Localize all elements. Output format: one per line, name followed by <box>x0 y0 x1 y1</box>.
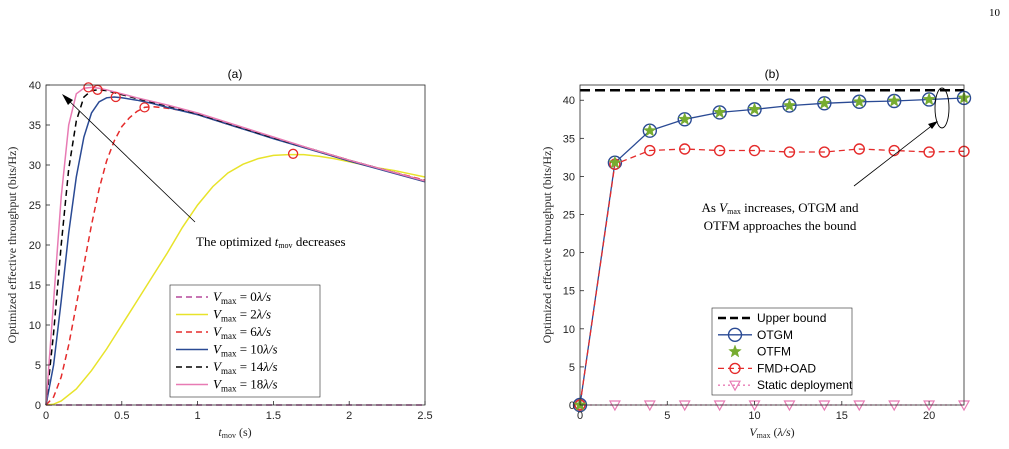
chart-b: (b) 0 5 10 15 20 0 5 10 15 20 25 30 35 40 Optimized e… <box>540 67 972 440</box>
chart-a-annotation: The optimized tmov decreases <box>196 234 346 250</box>
chart-a-optimum-marker <box>110 91 121 103</box>
chart-b-ytick-label: 30 <box>563 171 575 183</box>
chart-a-xtick-label: 0.5 <box>114 410 129 422</box>
chart-b-ytick-label: 20 <box>563 248 575 260</box>
chart-a-series-line-4 <box>45 89 426 406</box>
chart-a-ytick-label: 25 <box>29 200 41 212</box>
chart-b-marker-otfm <box>852 94 867 108</box>
chart-b-legend-label: OTFM <box>757 345 791 359</box>
chart-b-marker-static-deployment <box>713 400 726 412</box>
chart-b-marker-fmd-oad <box>713 144 726 157</box>
chart-b-marker-static-deployment <box>783 400 796 412</box>
chart-b-ylabel: Optimized effective throughput (bits/Hz) <box>540 147 554 344</box>
chart-b-ytick-label: 5 <box>569 362 575 374</box>
chart-a-ytick-label: 5 <box>35 360 41 372</box>
chart-b-annotation-arrow <box>853 123 935 187</box>
chart-b-marker-static-deployment <box>678 400 691 412</box>
chart-a-xtick-label: 1 <box>195 410 201 422</box>
chart-a-annotation-arrowhead <box>62 94 73 105</box>
chart-b-marker-static-deployment <box>853 400 866 412</box>
chart-b-marker-otfm <box>782 98 797 112</box>
chart-b-marker-otfm <box>642 123 657 137</box>
chart-a-series-line-3 <box>45 96 426 406</box>
chart-b-marker-fmd-oad <box>644 144 656 157</box>
chart-a-legend-label: Vmax = 2λ/s <box>213 307 271 324</box>
chart-a-ytick-label: 30 <box>29 160 41 172</box>
chart-a-ytick-label: 0 <box>35 400 41 412</box>
chart-a-xtick-label: 2.5 <box>417 410 432 422</box>
chart-a-legend-label: Vmax = 14λ/s <box>213 359 278 376</box>
chart-b-marker-static-deployment <box>643 400 656 412</box>
chart-b-annotation-line-2: OTFM approaches the bound <box>704 218 857 233</box>
chart-a-optimum-marker <box>287 148 299 159</box>
chart-a-legend-label: Vmax = 6λ/s <box>213 324 271 341</box>
chart-a-ylabel: Optimized effective throughput (bits/Hz) <box>5 147 19 344</box>
chart-b-plot-area <box>579 84 965 406</box>
chart-b-annotation-arrowhead <box>928 121 938 129</box>
chart-b-xlabel: Vmax (λ/s) <box>749 425 794 440</box>
chart-b-annotation-ellipse <box>934 87 950 129</box>
chart-a-legend-label: Vmax = 0λ/s <box>213 289 271 306</box>
chart-a-ytick-label: 10 <box>29 320 41 332</box>
chart-b-legend-marker-static-deployment <box>728 380 742 392</box>
chart-a-ytick-label: 40 <box>29 80 41 92</box>
chart-b-ytick-label: 35 <box>563 133 575 145</box>
chart-a-ytick-label: 20 <box>29 240 41 252</box>
chart-b-ytick-label: 0 <box>569 400 575 412</box>
chart-b-xtick-label: 10 <box>748 410 760 422</box>
chart-b-marker-otfm <box>677 112 692 126</box>
chart-b-legend-label: Upper bound <box>757 311 826 325</box>
chart-b-marker-otfm <box>817 96 832 110</box>
chart-b-ytick-label: 10 <box>563 324 575 336</box>
chart-b-marker-fmd-oad <box>853 143 865 155</box>
chart-a-xtick-label: 2 <box>346 410 352 422</box>
chart-b-marker-otfm <box>747 102 762 116</box>
chart-b-ytick-label: 25 <box>563 210 575 222</box>
chart-a-xtick-label: 1.5 <box>266 410 281 422</box>
chart-b-legend: Upper bound OTGM OTFM FMD+OAD Static deploym… <box>711 307 853 396</box>
chart-a-optimum-marker <box>139 102 150 113</box>
chart-b-legend-label: OTGM <box>757 328 793 342</box>
chart-a-ytick-label: 15 <box>29 280 41 292</box>
chart-b-annotation-line-1: As Vmax increases, OTGM and <box>701 200 859 216</box>
chart-b-legend-marker-otgm <box>727 327 743 342</box>
chart-a-plot-area <box>45 84 426 406</box>
chart-b-marker-static-deployment <box>818 400 831 412</box>
chart-b-xtick-label: 0 <box>577 410 583 422</box>
chart-b-marker-otfm <box>922 92 936 106</box>
chart-b-marker-otfm <box>887 93 902 107</box>
chart-b-legend-marker-fmd-oad <box>729 362 741 375</box>
chart-a-xtick-label: 0 <box>43 410 49 422</box>
chart-a-legend-label: Vmax = 18λ/s <box>213 377 278 394</box>
chart-b-marker-static-deployment <box>888 400 901 412</box>
chart-a-title: (a) <box>228 67 243 81</box>
chart-a-ytick-label: 35 <box>29 120 41 132</box>
chart-a-optimum-marker <box>83 82 94 93</box>
chart-b-legend-label: FMD+OAD <box>757 361 816 375</box>
chart-b-xtick-label: 20 <box>923 410 935 422</box>
chart-a-annotation-arrow <box>65 97 196 223</box>
chart-a-xlabel: tmov (s) <box>218 425 251 440</box>
chart-b-ytick-label: 15 <box>563 286 575 298</box>
chart-b-legend-marker-otfm <box>728 344 742 358</box>
chart-b-marker-static-deployment <box>608 400 621 412</box>
chart-b-marker-otfm <box>608 155 622 169</box>
chart-b-ytick-label: 40 <box>563 95 575 107</box>
chart-b-marker-fmd-oad <box>923 146 935 158</box>
chart-a-series-line-5 <box>45 86 426 406</box>
chart-b-marker-fmd-oad <box>679 143 691 155</box>
chart-b-title: (b) <box>765 67 780 81</box>
chart-a: (a) 0 0.5 1 1.5 2 2.5 0 5 10 15 20 25 30 35 40 Optimiz… <box>5 67 433 440</box>
chart-a-legend-label: Vmax = 10λ/s <box>213 342 278 359</box>
chart-b-marker-fmd-oad <box>818 146 831 158</box>
chart-b-marker-fmd-oad <box>748 144 761 157</box>
chart-b-legend-label: Static deployment <box>757 378 853 392</box>
chart-b-marker-fmd-oad <box>783 146 796 158</box>
page-number: 10 <box>989 7 1001 19</box>
chart-b-xtick-label: 5 <box>664 410 670 422</box>
chart-b-xtick-label: 15 <box>836 410 848 422</box>
chart-b-marker-otfm <box>712 105 727 119</box>
